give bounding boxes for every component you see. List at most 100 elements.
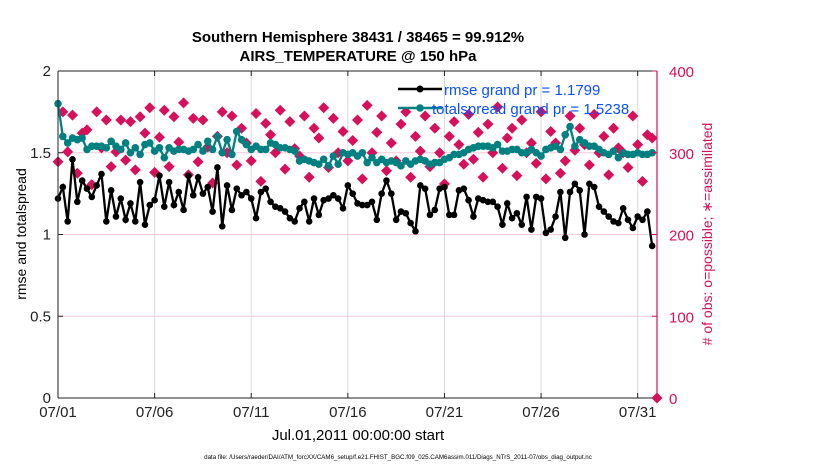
- spread-marker: [319, 155, 328, 164]
- rmse-marker: [252, 214, 260, 222]
- obs-count-marker: [540, 173, 552, 185]
- spread-marker: [59, 132, 67, 141]
- rmse-marker: [88, 193, 96, 201]
- obs-count-marker: [414, 145, 426, 157]
- rmse-marker: [581, 231, 588, 238]
- rmse-marker: [218, 223, 226, 230]
- rmse-marker: [112, 213, 120, 220]
- rmse-marker: [223, 182, 231, 189]
- obs-count-marker: [260, 117, 272, 129]
- axes: 07/01 07/06 07/11 07/16 07/21 07/26 07/31 0 0.5 1…: [30, 63, 694, 421]
- spread-marker: [199, 147, 207, 155]
- obs-count-marker: [105, 161, 117, 173]
- obs-count-marker: [120, 154, 132, 166]
- spread-marker: [116, 145, 125, 154]
- rmse-marker: [407, 219, 414, 227]
- obs-count-marker: [376, 110, 388, 122]
- obs-count-marker: [554, 167, 566, 179]
- spread-marker: [329, 152, 338, 160]
- rmse-marker: [301, 198, 308, 206]
- obs-count-marker: [395, 118, 407, 130]
- obs-count-marker: [192, 156, 204, 168]
- obs-count-marker: [100, 114, 112, 126]
- rmse-marker: [373, 216, 381, 224]
- rmse-marker: [160, 203, 168, 211]
- rmse-marker: [204, 183, 212, 191]
- rmse-marker: [189, 191, 197, 199]
- spread-marker: [315, 160, 323, 168]
- rmse-marker: [484, 198, 492, 206]
- rmse-marker: [629, 224, 637, 232]
- obs-count-marker: [274, 104, 286, 116]
- obs-count-marker: [356, 173, 368, 185]
- obs-count-marker: [598, 130, 610, 142]
- y-tick-label: 0.5: [30, 308, 51, 325]
- rmse-marker: [83, 185, 91, 193]
- rmse-marker: [344, 182, 352, 189]
- rmse-marker: [528, 226, 535, 233]
- rmse-marker: [615, 219, 622, 227]
- obs-count-marker: [279, 163, 291, 175]
- obs-count-marker: [627, 110, 639, 122]
- obs-count-marker: [352, 114, 363, 126]
- spread-marker: [194, 140, 202, 149]
- rmse-marker: [151, 196, 158, 204]
- obs-count-marker: [453, 139, 465, 151]
- rmse-marker: [470, 213, 477, 220]
- rmse-marker: [552, 213, 559, 220]
- obs-count-marker: [178, 97, 190, 109]
- obs-count-marker: [144, 102, 156, 114]
- obs-count-marker: [559, 155, 571, 167]
- rmse-marker: [339, 205, 347, 212]
- rmse-marker: [170, 201, 178, 209]
- obs-count-marker: [482, 118, 494, 130]
- rmse-marker: [281, 208, 289, 215]
- obs-count-marker: [646, 132, 658, 144]
- obs-count-marker: [458, 158, 470, 170]
- obs-count-marker: [342, 155, 354, 167]
- rmse-marker: [537, 195, 545, 202]
- rmse-marker: [503, 200, 511, 207]
- rmse-marker: [296, 205, 303, 212]
- obs-count-marker: [318, 102, 330, 114]
- obs-count-marker: [134, 111, 146, 123]
- rmse-marker: [450, 211, 458, 219]
- spread-marker: [358, 148, 367, 157]
- x-tick-label: 07/16: [329, 404, 367, 421]
- obs-count-marker: [231, 159, 243, 171]
- rmse-marker: [98, 170, 105, 178]
- rmse-marker: [460, 185, 468, 193]
- obs-count-marker: [429, 122, 441, 134]
- rmse-marker: [165, 178, 173, 186]
- rmse-marker: [644, 208, 651, 215]
- rmse-marker: [402, 209, 410, 217]
- rmse-marker: [624, 216, 632, 224]
- obs-count-marker: [535, 106, 547, 118]
- obs-count-marker: [405, 171, 417, 183]
- obs-count-marker: [380, 165, 392, 177]
- spread-marker: [493, 140, 502, 149]
- rmse-marker: [257, 188, 265, 196]
- rmse-marker: [78, 177, 86, 184]
- obs-count-marker: [129, 164, 141, 176]
- spread-marker: [324, 162, 333, 170]
- obs-count-marker: [173, 136, 185, 148]
- rmse-marker: [513, 209, 521, 217]
- spread-marker: [261, 145, 270, 154]
- rmse-marker: [359, 201, 366, 209]
- rmse-marker: [465, 196, 472, 204]
- rmse-marker: [416, 182, 424, 189]
- spread-marker: [537, 152, 545, 160]
- legend-spread-label: totalspread grand pr = 1.5238: [432, 101, 629, 118]
- spread-marker: [334, 160, 342, 168]
- rmse-marker: [571, 180, 579, 188]
- rmse-marker: [441, 183, 448, 191]
- obs-count-marker: [564, 110, 576, 122]
- rmse-marker: [286, 214, 294, 222]
- obs-count-marker: [303, 171, 315, 183]
- spread-marker: [228, 150, 236, 159]
- obs-count-marker: [472, 126, 484, 138]
- x-tick-label: 07/06: [136, 404, 174, 421]
- rmse-marker: [64, 218, 71, 225]
- obs-count-marker: [81, 124, 93, 136]
